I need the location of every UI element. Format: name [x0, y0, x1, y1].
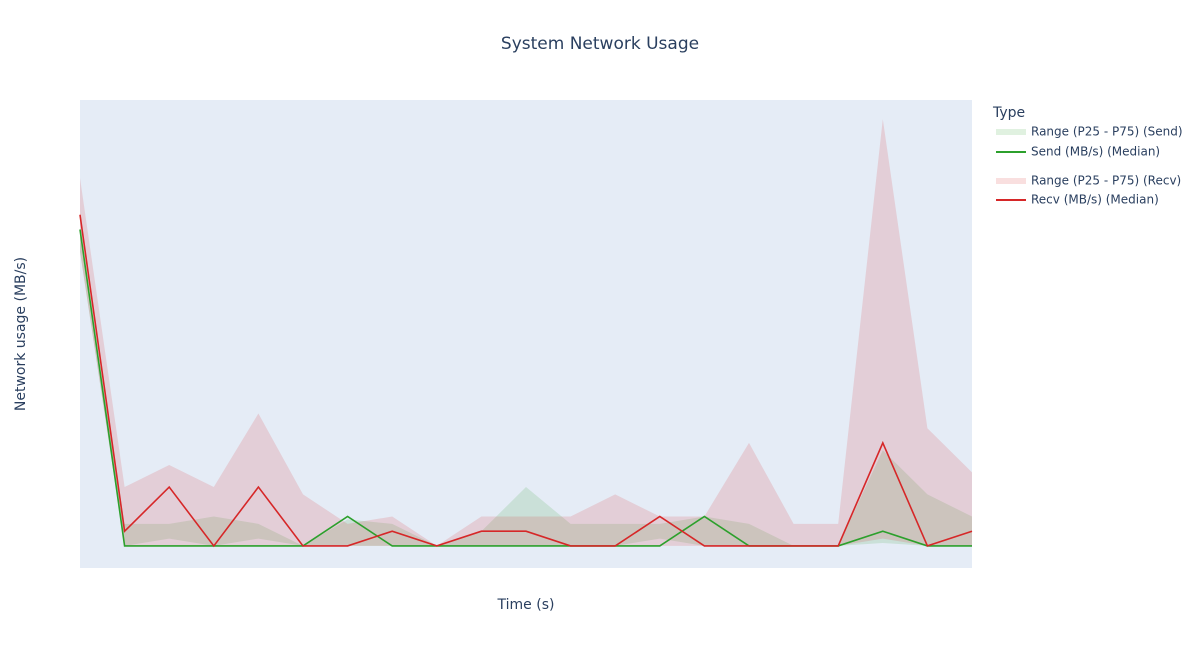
plot-background [80, 100, 972, 568]
range-band [80, 119, 972, 546]
legend-title: Type [992, 105, 1025, 121]
legend-label: Range (P25 - P75) (Send) [1031, 125, 1183, 139]
legend-label: Send (MB/s) (Median) [1031, 145, 1160, 159]
y-axis-title: Network usage (MB/s) [13, 257, 29, 411]
range-band [80, 236, 972, 546]
median-line [79, 214, 973, 548]
x-axis-title: Time (s) [497, 597, 555, 613]
legend-label: Recv (MB/s) (Median) [1031, 193, 1159, 207]
legend-label: Range (P25 - P75) (Recv) [1031, 174, 1181, 188]
chart-title: System Network Usage [501, 34, 699, 54]
legend-swatch [996, 178, 1026, 184]
legend-swatch [996, 129, 1026, 135]
